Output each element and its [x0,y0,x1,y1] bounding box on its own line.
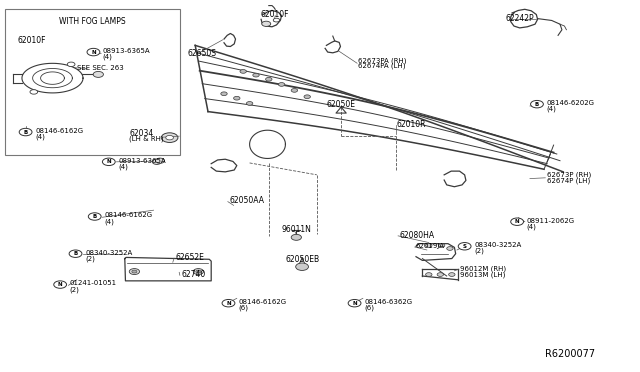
Circle shape [437,273,444,276]
Text: 62740: 62740 [181,270,205,279]
Circle shape [246,102,253,105]
Circle shape [129,269,140,275]
Circle shape [222,299,235,307]
Text: 08146-6162G: 08146-6162G [35,128,83,134]
Circle shape [304,95,310,99]
Text: (4): (4) [102,54,112,60]
Circle shape [30,90,38,94]
Circle shape [291,234,301,240]
Text: (LH & RH): (LH & RH) [129,136,164,142]
Text: 96013M (LH): 96013M (LH) [460,271,505,278]
Text: (6): (6) [238,305,248,311]
Text: 62674PA (LH): 62674PA (LH) [358,63,406,70]
Text: N: N [226,301,231,306]
Text: 62673P (RH): 62673P (RH) [547,171,591,178]
Circle shape [54,281,67,288]
Text: 62242P: 62242P [506,14,534,23]
Text: 62010R: 62010R [397,120,426,129]
Text: 08913-6365A: 08913-6365A [118,158,166,164]
Text: B: B [24,129,28,135]
Text: 62034: 62034 [129,129,154,138]
Text: 08146-6162G: 08146-6162G [238,299,286,305]
Text: 62050EB: 62050EB [285,255,319,264]
Circle shape [156,158,164,163]
Text: 08340-3252A: 08340-3252A [474,242,522,248]
Text: 08913-6365A: 08913-6365A [102,48,150,54]
Circle shape [196,270,201,273]
Circle shape [426,244,432,247]
Circle shape [447,247,453,250]
Text: R6200077: R6200077 [545,349,595,359]
Circle shape [426,273,432,276]
Text: 62650S: 62650S [188,49,216,58]
Text: (4): (4) [35,134,45,140]
Text: SEE SEC. 263: SEE SEC. 263 [77,65,124,71]
Text: N: N [515,219,520,224]
Circle shape [262,21,271,26]
Circle shape [19,128,32,136]
Text: 96012M (RH): 96012M (RH) [460,265,506,272]
Circle shape [88,213,101,220]
Circle shape [266,77,272,81]
Text: 62674P (LH): 62674P (LH) [547,177,591,184]
Circle shape [348,299,361,307]
Text: 62010F: 62010F [18,36,47,45]
Circle shape [273,18,280,22]
Circle shape [161,133,178,142]
Circle shape [449,273,455,276]
Text: 08911-2062G: 08911-2062G [527,218,575,224]
Circle shape [67,62,75,67]
Circle shape [102,158,115,166]
Text: B: B [93,214,97,219]
Text: (2): (2) [70,286,79,293]
Text: (4): (4) [104,218,114,225]
Text: (4): (4) [118,163,128,170]
Circle shape [531,100,543,108]
Text: B: B [535,102,539,107]
Circle shape [69,250,82,257]
Circle shape [240,70,246,73]
Text: WITH FOG LAMPS: WITH FOG LAMPS [60,17,126,26]
Text: 62050AA: 62050AA [229,196,264,205]
Text: N: N [91,49,96,55]
Circle shape [193,269,204,275]
Text: (4): (4) [547,106,556,112]
Circle shape [152,159,161,164]
Text: 08340-3252A: 08340-3252A [85,250,132,256]
Text: (2): (2) [85,255,95,262]
Circle shape [93,71,104,77]
Text: (6): (6) [364,305,374,311]
Text: 62010F: 62010F [261,10,289,19]
Circle shape [296,263,308,270]
Text: N: N [352,301,357,306]
Circle shape [511,218,524,225]
Circle shape [234,96,240,100]
Text: 62673PA (RH): 62673PA (RH) [358,57,407,64]
Circle shape [166,135,173,140]
Circle shape [87,48,100,56]
Circle shape [458,243,471,250]
Text: 08146-6202G: 08146-6202G [547,100,595,106]
Text: 62652E: 62652E [175,253,204,262]
FancyBboxPatch shape [5,9,180,155]
Circle shape [438,244,445,247]
Text: N: N [106,159,111,164]
Text: 96011N: 96011N [282,225,311,234]
Circle shape [221,92,227,96]
Circle shape [278,83,285,86]
Text: (4): (4) [527,223,536,230]
Circle shape [253,73,259,77]
Text: 62080HA: 62080HA [400,231,435,240]
Text: 01241-01051: 01241-01051 [70,280,117,286]
Text: 08146-6362G: 08146-6362G [364,299,412,305]
Text: 08146-6162G: 08146-6162G [104,212,152,218]
Text: N: N [58,282,63,287]
Text: (2): (2) [474,248,484,254]
Text: S: S [463,244,467,249]
Circle shape [132,270,137,273]
Text: 62050E: 62050E [326,100,356,109]
Text: B: B [74,251,77,256]
Text: 62019JA: 62019JA [416,243,445,249]
Circle shape [291,89,298,92]
